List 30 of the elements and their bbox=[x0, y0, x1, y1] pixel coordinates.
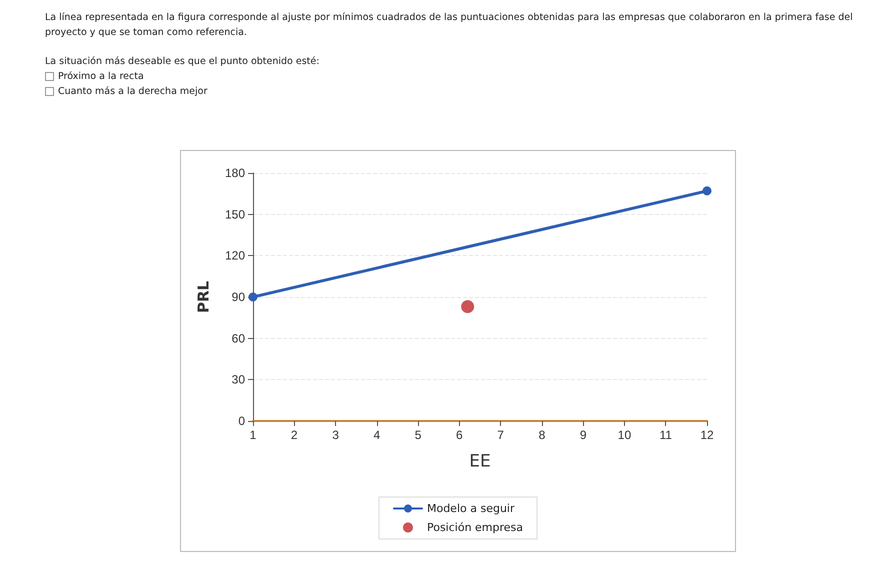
y-tick-label: 0 bbox=[238, 414, 246, 428]
y-tick-label: 150 bbox=[224, 207, 246, 222]
x-tick-label: 8 bbox=[538, 428, 546, 442]
x-tick-label: 5 bbox=[414, 428, 422, 442]
y-tick-label: 180 bbox=[224, 166, 246, 180]
x-tick-label: 11 bbox=[659, 428, 672, 442]
x-tick-label: 4 bbox=[373, 428, 380, 442]
x-axis-title: EE bbox=[469, 452, 491, 472]
point bbox=[702, 186, 712, 196]
y-tick-label: 60 bbox=[232, 331, 246, 346]
x-tick-label: 12 bbox=[700, 428, 714, 442]
x-tick-label: 1 bbox=[250, 428, 257, 442]
x-tick-label: 9 bbox=[580, 428, 587, 442]
text: Cuanto más a la derecha mejor bbox=[58, 85, 208, 99]
x-tick-label: 10 bbox=[618, 428, 632, 442]
legend-label: Modelo a seguir bbox=[426, 502, 515, 515]
point bbox=[461, 300, 474, 314]
x-tick-label: 6 bbox=[456, 428, 464, 442]
text: Próximo a la recta bbox=[58, 70, 144, 84]
y-tick-label: 120 bbox=[224, 248, 246, 263]
text: La situación más deseable es que el punto obtenido esté: bbox=[45, 55, 320, 69]
legend-label: Posición empresa bbox=[426, 521, 524, 534]
y-axis-title: PRL bbox=[194, 280, 212, 314]
x-tick-label: 2 bbox=[290, 428, 298, 442]
x-tick-label: 7 bbox=[497, 428, 504, 442]
y-tick-label: 30 bbox=[232, 372, 246, 387]
y-tick-label: 90 bbox=[232, 290, 246, 304]
point bbox=[248, 292, 258, 302]
x-tick-label: 3 bbox=[332, 428, 340, 442]
text: La línea representada en la figura corresponde al ajuste por mínimos cuadrados de las puntuaciones obtenidas para las empresas que colaboraron en la primera fase del proyecto y que se toman como referencia. bbox=[45, 11, 854, 40]
